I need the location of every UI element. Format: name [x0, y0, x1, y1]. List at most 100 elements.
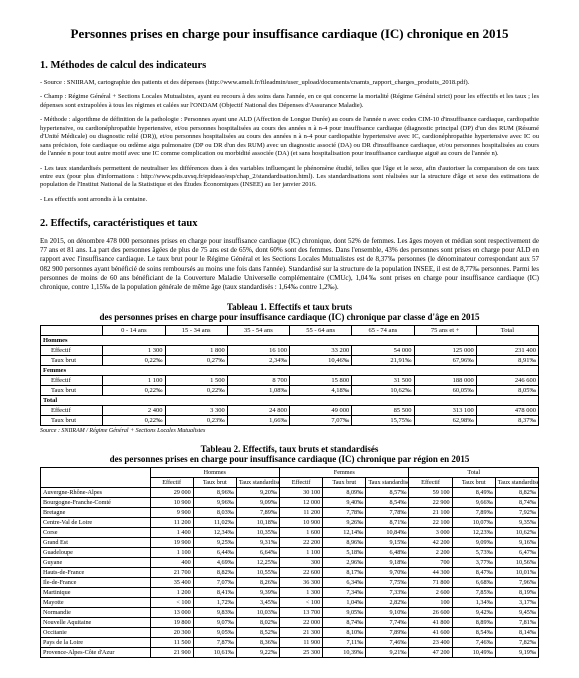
table-1-cell: 8 700	[227, 375, 289, 385]
table-2-cell: 8,03‰	[193, 507, 236, 517]
table-1-cell: 2 400	[103, 405, 165, 415]
table-1-cell: 15 800	[290, 375, 352, 385]
table-2-cell: 1 200	[150, 587, 193, 597]
table-2-cell: 1 100	[150, 547, 193, 557]
table-2-cell: 7,96‰	[495, 577, 538, 587]
table-2-cell: 2,82‰	[366, 597, 409, 607]
table-2-cell: 10,35‰	[236, 527, 279, 537]
table-1-cell: 8,05‰	[476, 385, 538, 395]
table-2-cell: 2,96‰	[323, 557, 366, 567]
table-2-cell: 8,49‰	[452, 487, 495, 497]
table-2-region: Grand Est	[41, 537, 151, 547]
table-1-cell: 62,98‰	[414, 415, 476, 425]
table-2-header-group: Total	[409, 467, 539, 477]
table-2-cell: 10,07‰	[452, 517, 495, 527]
table-2-cell: 5,18‰	[323, 547, 366, 557]
table-2-cell: 12 000	[280, 497, 323, 507]
table-2-cell: 36 300	[280, 577, 323, 587]
table-2-cell: 9,31‰	[236, 537, 279, 547]
table-1-group: Femmes	[41, 365, 539, 375]
table-1-cell: 10,46‰	[290, 355, 352, 365]
table-2-cell: 9,26‰	[323, 517, 366, 527]
table-2-header: Effectif	[409, 477, 452, 487]
table-2-cell: 7,87‰	[193, 637, 236, 647]
table-2-cell: 11 900	[280, 637, 323, 647]
table-2-cell: 22 900	[409, 497, 452, 507]
table-1-header: 0 - 14 ans	[103, 325, 165, 335]
table-1-cell: 54 000	[352, 345, 414, 355]
table-2-cell: 7,78‰	[323, 507, 366, 517]
table-2-cell: 9,19‰	[495, 647, 538, 657]
table-2-header: Taux brut	[323, 477, 366, 487]
table-2-cell: 11,02‰	[193, 517, 236, 527]
table-1-cell: 313 100	[414, 405, 476, 415]
table-2-header: Taux standardisé	[366, 477, 409, 487]
table-2-cell: 10,01‰	[495, 567, 538, 577]
table-2-cell: 5,73‰	[452, 547, 495, 557]
table-2-cell: 1,72‰	[193, 597, 236, 607]
table-1-header: 65 - 74 ans	[352, 325, 414, 335]
table-2-region: Guyane	[41, 557, 151, 567]
section-1-p3: - Méthode : algorithme de définition de …	[40, 116, 539, 158]
table-2-cell: 25 300	[280, 647, 323, 657]
table-2-cell: 7,46‰	[366, 637, 409, 647]
table-2-cell: 8,19‰	[495, 587, 538, 597]
table-1-cell: 0,22‰	[103, 355, 165, 365]
table-1-cell: 2,34‰	[227, 355, 289, 365]
table-2-region: Hauts-de-France	[41, 567, 151, 577]
table-2-cell: 10,49‰	[452, 647, 495, 657]
table-1-rowlabel: Effectif	[41, 375, 103, 385]
table-2-header	[41, 467, 151, 487]
table-2-subtitle: des personnes prises en charge pour insu…	[40, 454, 539, 464]
table-2-cell: 7,82‰	[495, 637, 538, 647]
table-2-cell: < 100	[280, 597, 323, 607]
table-2-cell: 7,46‰	[452, 637, 495, 647]
table-2-cell: 8,47‰	[452, 567, 495, 577]
table-2-cell: 700	[409, 557, 452, 567]
table-2-cell: 7,33‰	[366, 587, 409, 597]
table-1-header: 75 ans et +	[414, 325, 476, 335]
table-2-cell: 20 300	[150, 627, 193, 637]
table-2-cell: 9,09‰	[236, 497, 279, 507]
table-2-region: Occitanie	[41, 627, 151, 637]
table-2-cell: 7,85‰	[452, 587, 495, 597]
table-2-cell: 10,03‰	[236, 607, 279, 617]
table-2-cell: 7,92‰	[495, 507, 538, 517]
table-2-cell: 9,09‰	[452, 537, 495, 547]
table-2-cell: 300	[280, 557, 323, 567]
table-2-cell: 9,20‰	[236, 487, 279, 497]
table-2-cell: 9,05‰	[193, 627, 236, 637]
table-2-header: Taux standardisé	[495, 477, 538, 487]
table-2-cell: 19 800	[150, 617, 193, 627]
table-2-cell: 8,14‰	[495, 627, 538, 637]
section-1-p1: - Source : SNIIRAM, cartographie des pat…	[40, 79, 539, 87]
table-2-cell: 13 000	[150, 607, 193, 617]
table-2-cell: 7,74‰	[366, 617, 409, 627]
table-2-cell: 8,57‰	[366, 487, 409, 497]
table-1-cell: 1 500	[165, 375, 227, 385]
table-2-cell: 7,34‰	[323, 587, 366, 597]
table-2-cell: 7,89‰	[236, 507, 279, 517]
document-page: Personnes prises en charge pour insuffis…	[0, 0, 579, 678]
section-1-p5: - Les effectifs sont arrondis à la centa…	[40, 196, 539, 204]
table-2-cell: 9,16‰	[495, 537, 538, 547]
table-2-cell: 9,15‰	[366, 537, 409, 547]
table-1-cell: 0,22‰	[103, 415, 165, 425]
table-2-cell: 10,84‰	[366, 527, 409, 537]
table-2-header: Taux brut	[452, 477, 495, 487]
table-1-cell: 1 800	[165, 345, 227, 355]
table-2-header: Taux brut	[193, 477, 236, 487]
table-2-cell: 7,89‰	[366, 627, 409, 637]
table-2-cell: 10,18‰	[236, 517, 279, 527]
table-2-cell: 41 800	[409, 617, 452, 627]
table-1-group: Hommes	[41, 335, 539, 345]
section-1-p4: - Les taux standardisés permettent de ne…	[40, 165, 539, 190]
table-1-cell: 188 000	[414, 375, 476, 385]
table-2-cell: 9,10‰	[366, 607, 409, 617]
table-2-cell: 6,64‰	[236, 547, 279, 557]
table-2-cell: 10 900	[150, 497, 193, 507]
table-2-cell: 3,17‰	[495, 597, 538, 607]
table-2-cell: 71 800	[409, 577, 452, 587]
table-2-cell: 8,89‰	[452, 617, 495, 627]
table-2: HommesFemmesTotalEffectifTaux brutTaux s…	[40, 467, 539, 658]
